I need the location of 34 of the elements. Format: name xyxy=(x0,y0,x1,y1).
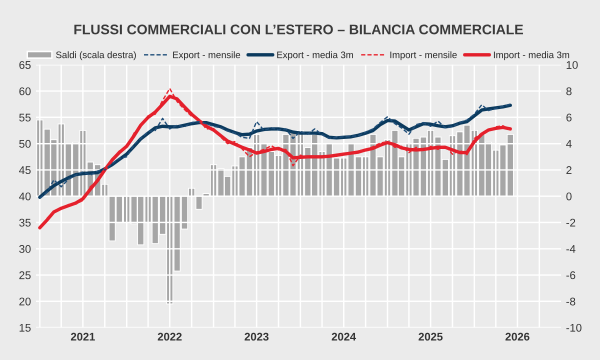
y-tick-label: 60 xyxy=(19,87,31,96)
y2-tick-label: 8 xyxy=(566,87,572,96)
y2-tick-label: -10 xyxy=(566,324,582,332)
y2-tick-label: 0 xyxy=(566,192,572,200)
x-tick-label: 2023 xyxy=(244,332,269,341)
y-tick-label: 45 xyxy=(19,166,31,174)
y-tick-label: 65 xyxy=(19,61,31,69)
x-tick-label: 2022 xyxy=(158,332,182,341)
y-tick-label: 55 xyxy=(19,114,31,122)
y2-tick-label: -2 xyxy=(566,218,576,227)
x-tick-label: 2026 xyxy=(505,332,530,341)
y-tick-label: 25 xyxy=(19,271,31,280)
x-tick-label: 2024 xyxy=(332,332,356,341)
legend-label: Import - media 3m xyxy=(494,51,570,60)
y-tick-label: 35 xyxy=(19,218,31,227)
legend-label: Import - mensile xyxy=(390,51,457,60)
y-tick-label: 40 xyxy=(19,192,31,200)
y2-tick-label: 10 xyxy=(566,61,578,69)
y2-tick-label: 4 xyxy=(566,140,572,148)
legend-label: Export - media 3m xyxy=(277,51,353,60)
y2-tick-label: -6 xyxy=(566,271,576,280)
y2-tick-label: 2 xyxy=(566,166,572,174)
y-tick-label: 15 xyxy=(20,324,31,332)
x-tick-label: 2021 xyxy=(70,332,95,341)
legend-label: Export - mensile xyxy=(173,51,240,60)
y2-tick-label: -4 xyxy=(566,245,576,253)
chart-title: FLUSSI COMMERCIALI CON L’ESTERO – BILANCIA COMMERCIALE xyxy=(74,24,524,34)
legend-label: Saldi (scala destra) xyxy=(56,51,136,60)
y-tick-label: 50 xyxy=(19,140,31,148)
y-tick-label: 30 xyxy=(19,245,31,253)
y-tick-label: 20 xyxy=(19,298,31,306)
y2-tick-label: -8 xyxy=(566,298,576,306)
x-tick-label: 2025 xyxy=(418,332,443,341)
y2-tick-label: 6 xyxy=(566,114,572,122)
